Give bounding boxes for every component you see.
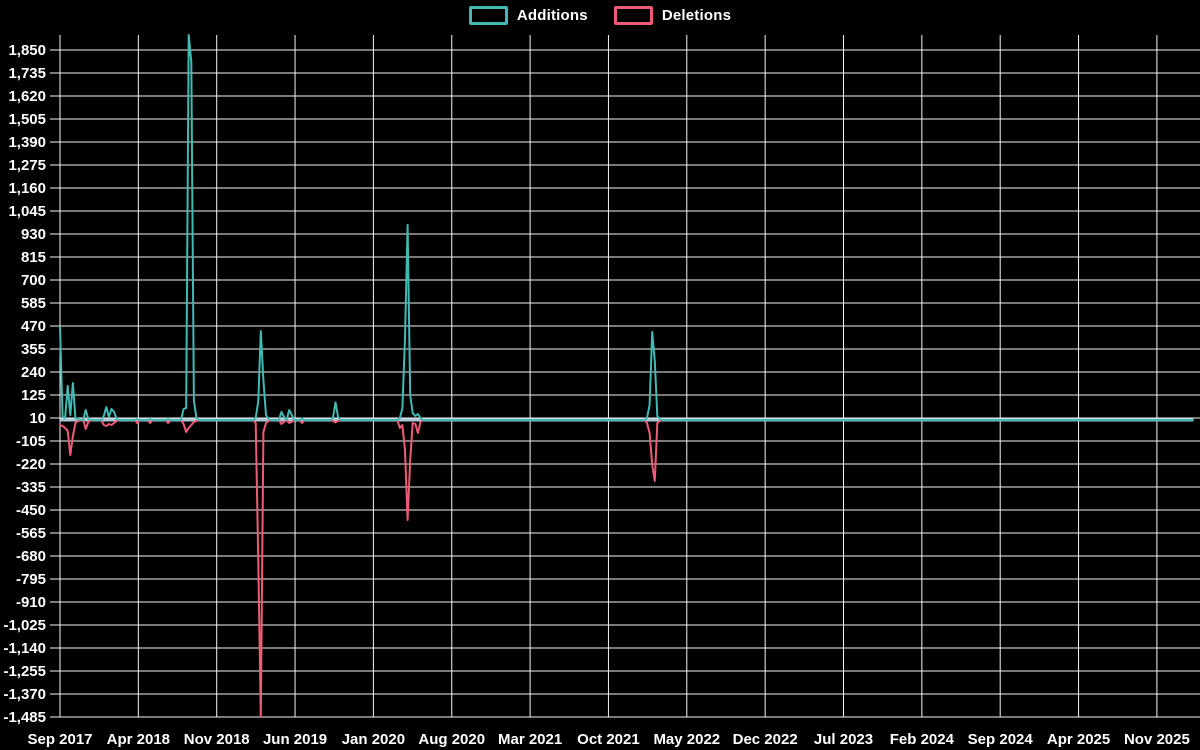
y-axis-tick-label: 1,850 [8,42,46,59]
x-axis-tick-label: Nov 2018 [184,731,250,748]
y-axis-tick-label: -450 [16,502,46,519]
deletions-line-series [59,419,1194,718]
x-axis-tick-label: Apr 2025 [1047,731,1110,748]
y-axis-tick-label: 1,275 [8,157,46,174]
additions-line-series [59,34,1194,421]
y-axis-tick-label: -335 [16,479,46,496]
deletions-swatch-icon [613,6,653,25]
y-axis-tick-label: 1,160 [8,180,46,197]
legend-item-deletions[interactable]: Deletions [613,6,732,25]
y-axis-tick-label: 1,505 [8,111,46,128]
x-axis-tick-label: Jul 2023 [814,731,873,748]
y-axis-tick-label: -795 [16,571,46,588]
y-axis-tick-label: 355 [21,341,46,358]
x-axis-tick-label: Sep 2017 [27,731,92,748]
y-axis-tick-label: 815 [21,249,46,266]
x-axis-tick-label: Jun 2019 [263,731,327,748]
additions-swatch-icon [468,6,508,25]
y-axis-tick-label: -220 [16,456,46,473]
y-axis-tick-label: 470 [21,318,46,335]
x-axis-tick-label: Nov 2025 [1124,731,1190,748]
y-axis-tick-label: -680 [16,548,46,565]
y-axis-tick-label: 240 [21,364,46,381]
legend-label-deletions: Deletions [661,7,732,24]
y-axis-tick-label: 700 [21,272,46,289]
y-axis-tick-label: -1,025 [3,617,46,634]
x-axis-tick-label: Mar 2021 [498,731,562,748]
y-axis-tick-label: 585 [21,295,46,312]
y-axis-tick-label: 1,390 [8,134,46,151]
y-axis-tick-label: -910 [16,594,46,611]
x-axis-tick-label: Oct 2021 [577,731,640,748]
y-axis-tick-label: 1,045 [8,203,46,220]
y-axis-tick-label: -1,255 [3,663,46,680]
x-axis-tick-label: Jan 2020 [342,731,405,748]
chart-legend: Additions Deletions [0,6,1200,25]
x-axis-tick-label: Aug 2020 [418,731,485,748]
y-axis-tick-label: 1,735 [8,65,46,82]
y-axis-tick-label: 10 [29,410,46,427]
y-axis-tick-label: -1,370 [3,686,46,703]
x-axis-tick-label: May 2022 [653,731,720,748]
y-axis-tick-label: 125 [21,387,46,404]
x-axis-tick-label: Apr 2018 [107,731,170,748]
y-axis-tick-label: -565 [16,525,46,542]
y-axis-tick-label: -1,140 [3,640,46,657]
x-axis-tick-label: Dec 2022 [733,731,798,748]
y-axis-tick-label: -105 [16,433,46,450]
x-axis-tick-label: Sep 2024 [968,731,1034,748]
y-axis-tick-label: 930 [21,226,46,243]
legend-item-additions[interactable]: Additions [468,6,588,25]
x-axis-tick-label: Feb 2024 [890,731,955,748]
legend-label-additions: Additions [516,7,588,24]
y-axis-tick-label: -1,485 [3,709,46,726]
y-axis-tick-label: 1,620 [8,88,46,105]
